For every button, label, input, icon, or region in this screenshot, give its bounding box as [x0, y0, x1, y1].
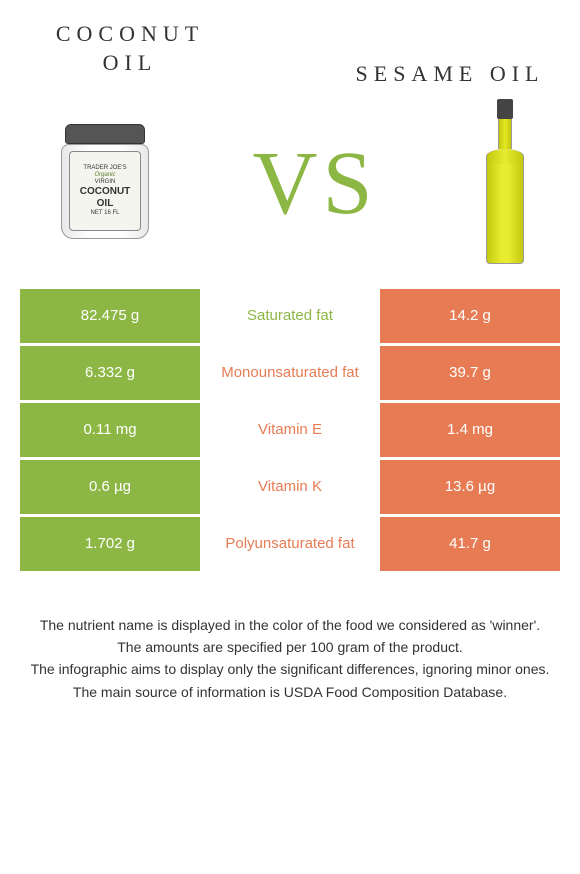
table-row: 6.332 gMonounsaturated fat39.7 g: [20, 346, 560, 400]
value-right: 41.7 g: [380, 517, 560, 571]
footer-line: The nutrient name is displayed in the co…: [20, 614, 560, 636]
coconut-oil-image: TRADER JOE'S Organic VIRGIN COCONUT OIL …: [60, 124, 150, 244]
value-right: 14.2 g: [380, 289, 560, 343]
nutrient-label: Polyunsaturated fat: [200, 517, 380, 571]
value-left: 0.6 µg: [20, 460, 200, 514]
value-right: 39.7 g: [380, 346, 560, 400]
title-left: COCONUT OIL: [40, 20, 220, 77]
images-row: TRADER JOE'S Organic VIRGIN COCONUT OIL …: [0, 89, 580, 289]
table-row: 0.11 mgVitamin E1.4 mg: [20, 403, 560, 457]
nutrient-label: Vitamin E: [200, 403, 380, 457]
nutrient-label: Saturated fat: [200, 289, 380, 343]
value-left: 0.11 mg: [20, 403, 200, 457]
table-row: 0.6 µgVitamin K13.6 µg: [20, 460, 560, 514]
table-row: 1.702 gPolyunsaturated fat41.7 g: [20, 517, 560, 571]
footer-line: The amounts are specified per 100 gram o…: [20, 636, 560, 658]
value-left: 6.332 g: [20, 346, 200, 400]
title-right: SESAME OIL: [350, 60, 550, 89]
footer-line: The main source of information is USDA F…: [20, 681, 560, 703]
value-right: 13.6 µg: [380, 460, 560, 514]
jar-label: TRADER JOE'S Organic VIRGIN COCONUT OIL …: [69, 151, 141, 231]
table-row: 82.475 gSaturated fat14.2 g: [20, 289, 560, 343]
comparison-table: 82.475 gSaturated fat14.2 g6.332 gMonoun…: [20, 289, 560, 571]
bottle-icon: [480, 99, 530, 269]
value-left: 82.475 g: [20, 289, 200, 343]
jar-icon: TRADER JOE'S Organic VIRGIN COCONUT OIL …: [60, 124, 150, 244]
value-left: 1.702 g: [20, 517, 200, 571]
footer-line: The infographic aims to display only the…: [20, 658, 560, 680]
nutrient-label: Vitamin K: [200, 460, 380, 514]
value-right: 1.4 mg: [380, 403, 560, 457]
sesame-oil-image: [480, 99, 530, 269]
header: COCONUT OIL SESAME OIL: [0, 0, 580, 89]
nutrient-label: Monounsaturated fat: [200, 346, 380, 400]
title-left-line2: OIL: [103, 50, 158, 75]
title-left-line1: COCONUT: [56, 21, 204, 46]
vs-text: VS: [252, 132, 377, 235]
footer-notes: The nutrient name is displayed in the co…: [0, 574, 580, 704]
